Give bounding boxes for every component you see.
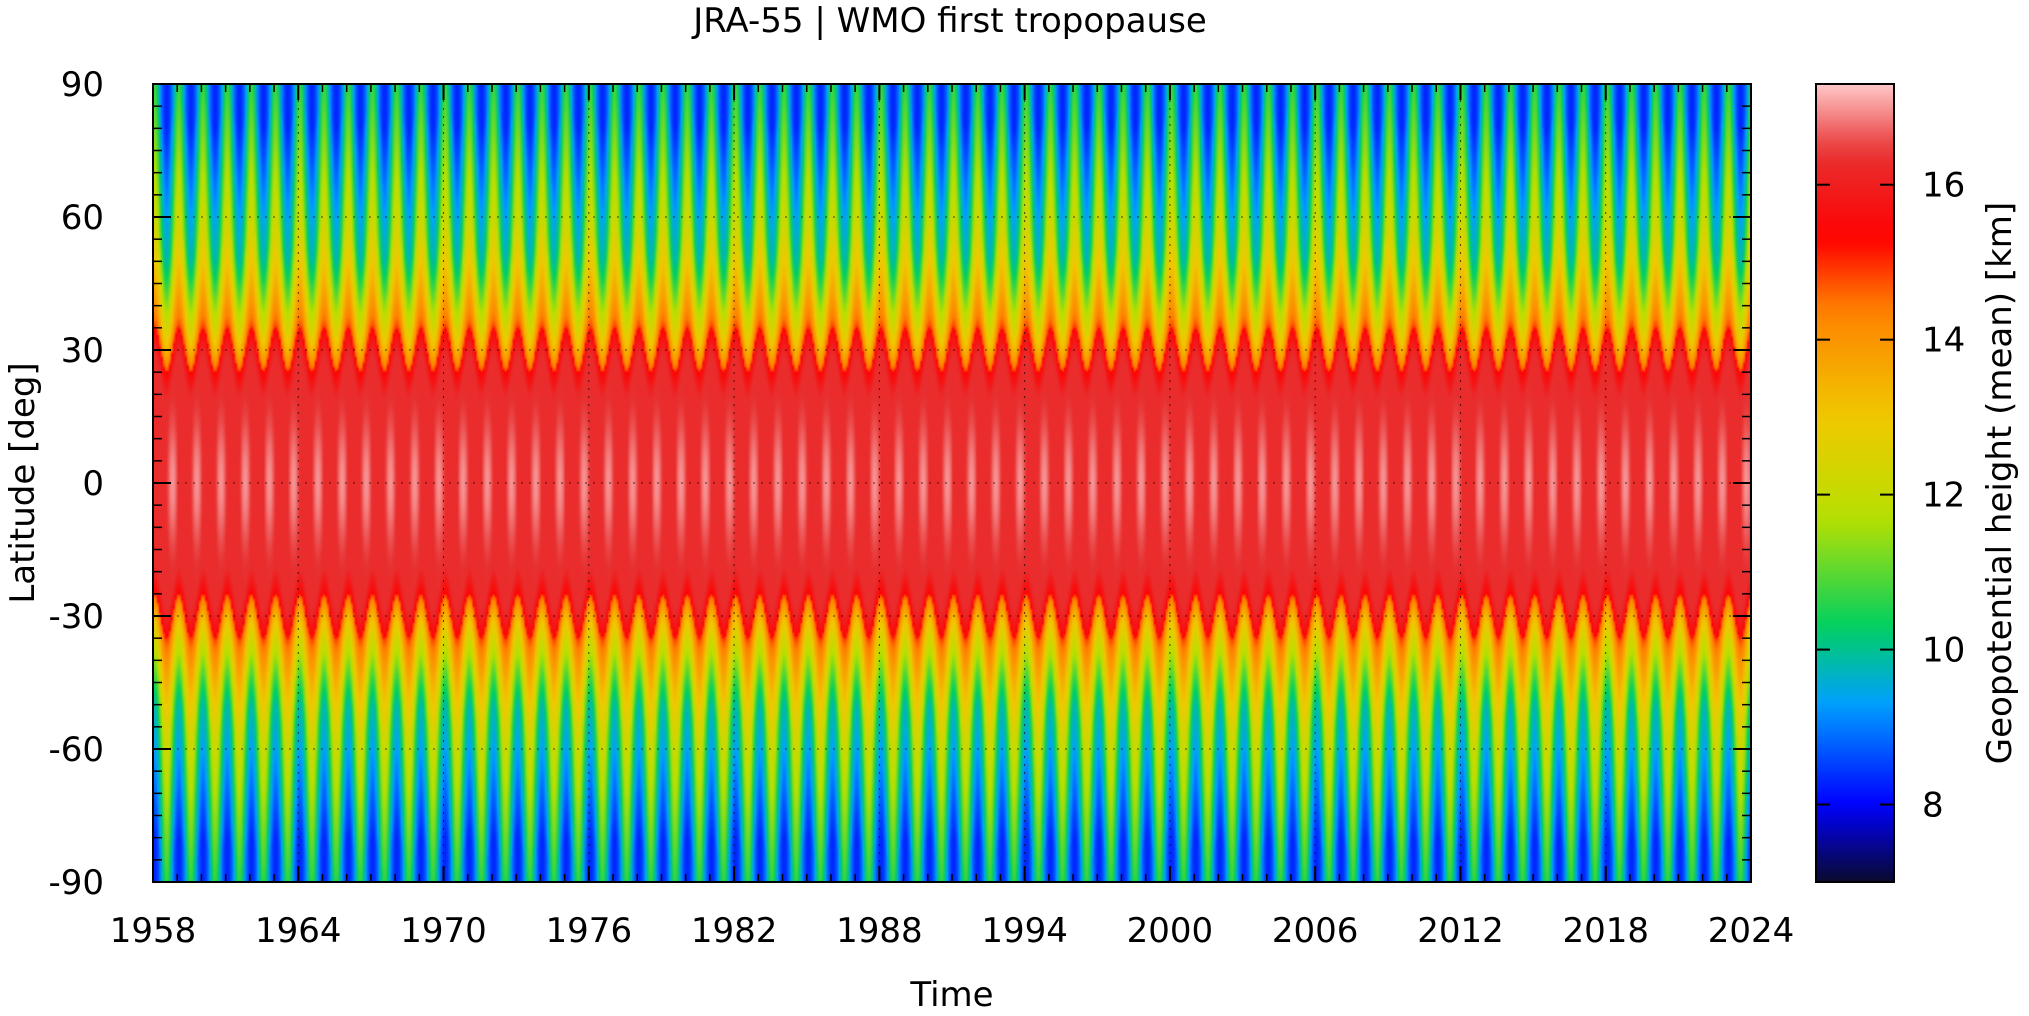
colorbar-label: Geopotential height (mean) [km]: [1980, 202, 2020, 764]
axis-ticks: [152, 83, 1752, 883]
x-tick-label: 1982: [691, 911, 778, 951]
y-tick-label: 30: [61, 331, 104, 371]
heatmap-field: [153, 84, 1751, 882]
y-axis-label: Latitude [deg]: [3, 362, 43, 603]
x-axis-label: Time: [909, 975, 993, 1012]
chart-title: JRA-55 | WMO first tropopause: [691, 1, 1207, 41]
x-tick-label: 2024: [1708, 911, 1795, 951]
x-axis-tick-labels: 1958 1964 1970 1976 1982 1988 1994 2000 2006 2012…: [110, 911, 1795, 951]
colorbar-ticks: 8 10 12 14 16: [1816, 166, 1965, 826]
y-tick-label: -30: [48, 597, 104, 637]
x-tick-label: 1988: [836, 911, 923, 951]
plot-area: [152, 83, 1752, 883]
colorbar-frame: [1815, 83, 1895, 883]
y-axis-tick-labels: 90 60 30 0 -30 -60 -90: [48, 65, 104, 903]
x-tick-label: 1964: [255, 911, 342, 951]
x-tick-label: 2012: [1417, 911, 1504, 951]
x-tick-label: 1994: [981, 911, 1068, 951]
x-tick-label: 2000: [1127, 911, 1214, 951]
y-tick-label: 90: [61, 65, 104, 105]
colorbar: 8 10 12 14 16: [1815, 83, 1965, 883]
x-tick-label: 1958: [110, 911, 197, 951]
x-tick-label: 2006: [1272, 911, 1359, 951]
colorbar-tick-label: 16: [1922, 166, 1965, 206]
colorbar-gradient: [1816, 84, 1894, 882]
x-tick-label: 1976: [546, 911, 633, 951]
colorbar-tick-label: 12: [1922, 476, 1965, 516]
y-tick-label: 0: [82, 464, 104, 504]
y-tick-label: -60: [48, 730, 104, 770]
colorbar-tick-label: 10: [1922, 631, 1965, 671]
y-tick-label: 60: [61, 198, 104, 238]
colorbar-tick-label: 8: [1922, 786, 1944, 826]
y-tick-label: -90: [48, 863, 104, 903]
x-tick-label: 2018: [1562, 911, 1649, 951]
colorbar-tick-label: 14: [1922, 321, 1965, 361]
x-tick-label: 1970: [400, 911, 487, 951]
